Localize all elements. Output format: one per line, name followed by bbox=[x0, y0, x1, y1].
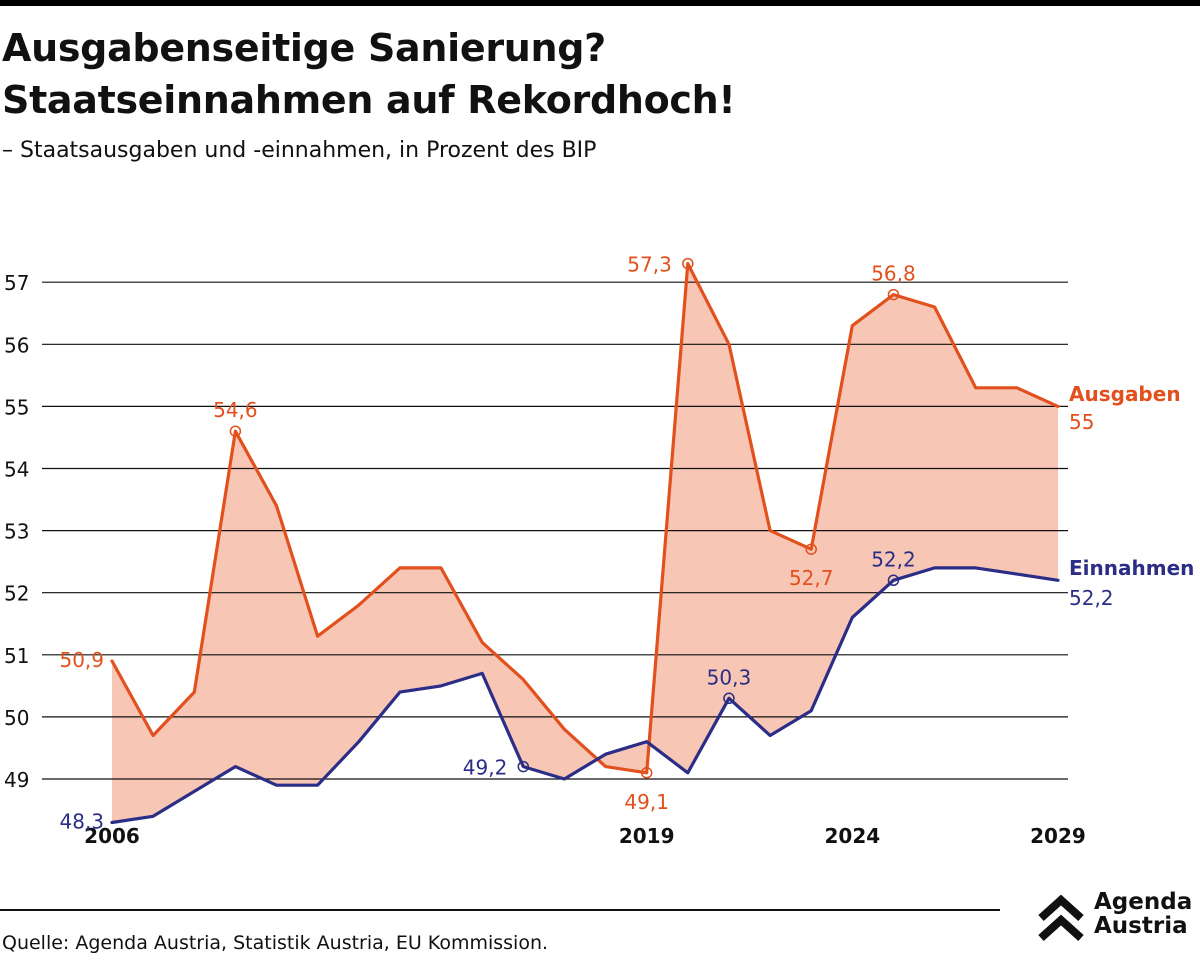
y-tick-label-55: 55 bbox=[4, 395, 29, 419]
data-label-einnahmen-2021: 50,3 bbox=[707, 665, 752, 689]
point-marker-ausgaben-2009 bbox=[229, 425, 242, 437]
area-between-series bbox=[112, 263, 1058, 823]
series-label-einnahmen: Einnahmen bbox=[1069, 556, 1194, 580]
data-label-ausgaben-2006: 50,9 bbox=[59, 648, 104, 672]
data-label-einnahmen-2016: 49,2 bbox=[463, 756, 508, 780]
point-marker-einnahmen-2025 bbox=[887, 574, 900, 587]
x-tick-label-2024: 2024 bbox=[825, 824, 881, 848]
top-rule bbox=[0, 0, 1200, 6]
agenda-austria-logo: Agenda Austria bbox=[1036, 888, 1200, 944]
data-label-ausgaben-2025: 56,8 bbox=[871, 262, 916, 286]
data-label-ausgaben-2020: 57,3 bbox=[627, 253, 672, 277]
data-label-ausgaben-2019: 49,1 bbox=[624, 790, 669, 814]
chart-subtitle: – Staatsausgaben und -einnahmen, in Proz… bbox=[2, 138, 597, 163]
point-marker-einnahmen-2021 bbox=[723, 692, 735, 705]
logo-line-1: Agenda bbox=[1094, 889, 1193, 915]
y-tick-label-54: 54 bbox=[4, 458, 29, 482]
x-tick-label-2029: 2029 bbox=[1030, 824, 1086, 848]
data-label-ausgaben-2023: 52,7 bbox=[789, 566, 834, 590]
logo-line-2: Austria bbox=[1094, 913, 1188, 939]
y-tick-label-51: 51 bbox=[4, 644, 29, 668]
point-marker-ausgaben-2019 bbox=[640, 767, 653, 779]
y-tick-label-56: 56 bbox=[4, 333, 29, 357]
y-tick-label-50: 50 bbox=[4, 706, 29, 730]
series-line-ausgaben bbox=[110, 261, 1060, 775]
source-divider bbox=[0, 909, 1000, 911]
y-tick-label-49: 49 bbox=[4, 768, 29, 792]
logo-chevrons-icon bbox=[1038, 894, 1084, 941]
point-marker-einnahmen-2016 bbox=[517, 760, 530, 773]
logo-text: Agenda Austria bbox=[1094, 890, 1192, 938]
data-label-einnahmen-2025: 52,2 bbox=[871, 547, 916, 571]
point-marker-ausgaben-2025 bbox=[887, 288, 900, 301]
x-tick-label-2006: 2006 bbox=[84, 824, 140, 848]
series-end-value-ausgaben: 55 bbox=[1069, 410, 1094, 434]
series-label-ausgaben: Ausgaben bbox=[1069, 382, 1181, 406]
point-marker-ausgaben-2023 bbox=[805, 543, 817, 555]
y-tick-label-52: 52 bbox=[4, 582, 29, 606]
point-marker-ausgaben-2020 bbox=[682, 257, 694, 270]
data-label-ausgaben-2009: 54,6 bbox=[213, 398, 258, 422]
chart-title: Ausgabenseitige Sanierung? Staatseinnahm… bbox=[2, 22, 736, 126]
series-line-einnahmen bbox=[110, 566, 1060, 825]
data-label-einnahmen-2006: 48,3 bbox=[59, 809, 104, 833]
x-tick-label-2019: 2019 bbox=[619, 824, 675, 848]
title-line-1: Ausgabenseitige Sanierung? bbox=[2, 26, 606, 70]
y-tick-label-57: 57 bbox=[4, 271, 29, 295]
y-tick-label-53: 53 bbox=[4, 520, 29, 544]
line-chart: 49 50 51 52 53 54 55 56 57 2006 2019 2024 2029 50,9 54… bbox=[4, 253, 1194, 848]
series-end-value-einnahmen: 52,2 bbox=[1069, 586, 1114, 610]
source-note: Quelle: Agenda Austria, Statistik Austri… bbox=[2, 932, 549, 954]
title-line-2: Staatseinnahmen auf Rekordhoch! bbox=[2, 78, 736, 122]
